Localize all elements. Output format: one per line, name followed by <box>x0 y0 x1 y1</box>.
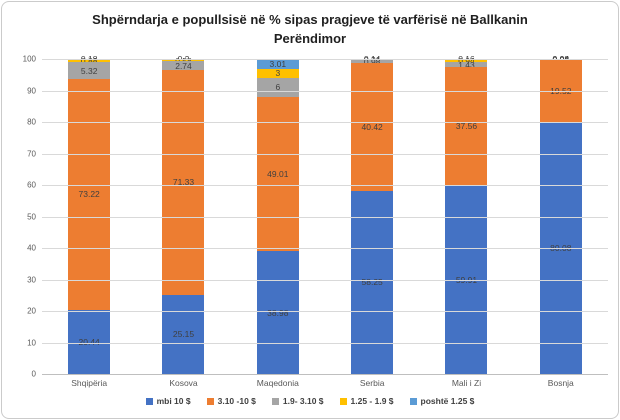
legend-item: poshtë 1.25 $ <box>409 396 475 406</box>
legend-item: 1.25 - 1.9 $ <box>339 396 394 406</box>
legend: mbi 10 $ 3.10 -10 $ 1.9- 3.10 $ 1.25 - 1.9 … <box>2 396 618 406</box>
bar-value-label: 3.01 <box>269 58 287 69</box>
legend-item: mbi 10 $ <box>145 396 191 406</box>
gridline <box>42 374 608 375</box>
bar-segment: 5.32 <box>68 62 111 79</box>
y-axis-tick-label: 10 <box>27 338 36 347</box>
y-axis-tick-label: 40 <box>27 243 36 253</box>
bar-segment: 80.08 <box>539 121 582 374</box>
gridline <box>42 216 608 218</box>
bar-segment: 58.25 <box>351 190 394 374</box>
legend-label: 1.25 - 1.9 $ <box>350 396 394 406</box>
bar-segment: 2.74 <box>162 61 205 71</box>
bar-segment: 38.98 <box>256 251 299 374</box>
gridline <box>42 153 608 155</box>
y-axis-tick-label: 20 <box>27 306 36 316</box>
bar-value-label: 40.42 <box>361 121 383 132</box>
gridline <box>42 185 608 186</box>
y-axis-tick-label: 0 <box>31 369 36 379</box>
gridline <box>42 90 608 92</box>
legend-swatch <box>339 397 347 405</box>
y-axis-tick-label: 60 <box>27 180 36 190</box>
x-axis-category-label: Serbia <box>359 378 385 388</box>
y-axis-tick-label: 80 <box>27 117 36 127</box>
legend-label: 3.10 -10 $ <box>217 396 256 406</box>
legend-swatch <box>409 397 417 405</box>
y-axis-tick-label: 100 <box>22 54 36 64</box>
legend-label: 1.9- 3.10 $ <box>282 396 324 406</box>
bar-segment: 49.01 <box>256 96 299 252</box>
bar-value-label: 38.98 <box>267 307 289 318</box>
x-axis-category-label: Bosnja <box>547 378 574 388</box>
bar-segment: 3 <box>256 68 299 79</box>
legend-swatch <box>145 397 153 405</box>
bar-value-label: 73.22 <box>78 189 100 200</box>
bar-value-label: 25.15 <box>172 329 195 340</box>
x-axis-category-label: Maqedonia <box>256 378 299 388</box>
legend-swatch <box>271 397 279 405</box>
bar-segment: 73.22 <box>68 78 111 310</box>
legend-item: 1.9- 3.10 $ <box>271 396 324 406</box>
legend-label: poshtë 1.25 $ <box>420 396 475 406</box>
x-axis-category-label: Shqipëria <box>71 378 108 388</box>
y-axis-tick-label: 50 <box>27 212 36 221</box>
legend-swatch <box>206 397 214 405</box>
y-axis: 0 10 20 30 40 50 60 70 80 90 100 <box>8 55 36 379</box>
x-axis: Shqipëria Kosova Maqedonia Serbia Mali i Zi B… <box>42 378 608 388</box>
legend-item: 3.10 -10 $ <box>206 396 256 406</box>
gridline <box>42 122 608 123</box>
bar-segment: 6 <box>256 77 299 97</box>
bar-value-label: 5.32 <box>80 65 98 76</box>
bar-segment: 37.56 <box>445 66 488 186</box>
y-axis-tick-label: 90 <box>27 86 36 95</box>
gridline <box>42 311 608 312</box>
gridline <box>42 279 608 281</box>
bar-value-label: 3 <box>275 68 281 79</box>
chart-title: Shpërndarja e popullsisë në % sipas prag… <box>92 12 528 46</box>
x-axis-category-label: Kosova <box>169 378 198 388</box>
gridline <box>42 59 608 60</box>
y-axis-tick-label: 30 <box>27 275 36 284</box>
bar-segment: 3.01 <box>256 58 299 69</box>
bar-value-label: 49.01 <box>267 169 289 180</box>
bar-segment: 71.33 <box>162 70 205 295</box>
y-axis-tick-label: 70 <box>27 149 36 158</box>
bar-segment: 25.15 <box>162 294 205 374</box>
legend-label: mbi 10 $ <box>156 396 191 406</box>
plot-area: 0.180.885.3273.2220.440.20.582.7471.3325… <box>42 54 608 375</box>
gridline <box>42 248 608 249</box>
x-axis-category-label: Mali i Zi <box>451 378 482 388</box>
bar-segment: 40.42 <box>351 63 394 191</box>
gridline <box>42 342 608 344</box>
